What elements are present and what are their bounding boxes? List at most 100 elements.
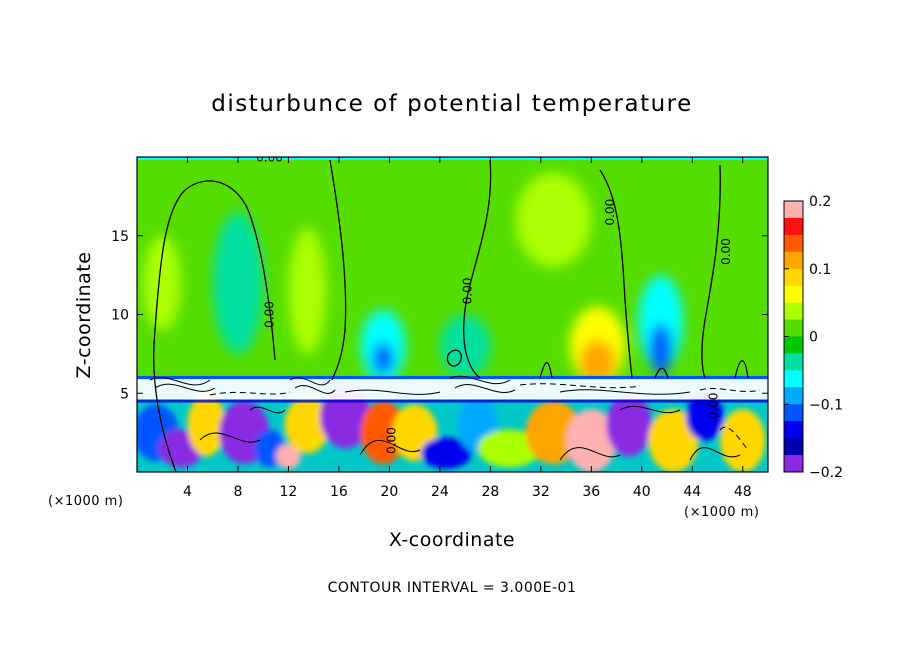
contour-line <box>654 367 669 379</box>
contour-line <box>249 406 286 414</box>
colorbar-swatch <box>784 251 803 270</box>
field-blob <box>372 342 394 375</box>
plot-area: 0.00 0.00 0.00 0.00 0.00 0.00 0.00 <box>137 151 768 472</box>
lower-field-blob <box>720 409 766 472</box>
colorbar-swatch <box>784 268 803 287</box>
lower-field-blob <box>420 437 472 469</box>
colorbar-swatch <box>784 336 803 354</box>
y-tick-label: 10 <box>111 308 129 324</box>
contour-label: 0.00 <box>256 151 283 165</box>
chart-title: disturbunce of potential temperature <box>211 91 693 117</box>
contour-line <box>699 388 761 392</box>
contour-line <box>689 447 741 461</box>
colorbar-swatch <box>784 421 803 439</box>
contour-line <box>599 169 633 379</box>
y-tick-label: 15 <box>111 229 129 245</box>
contour-line <box>734 360 749 379</box>
contour-line <box>701 164 721 379</box>
lower-field-blob <box>187 393 226 457</box>
x-tick-label: 40 <box>633 484 651 500</box>
field-blob <box>638 275 684 370</box>
colorbar-swatch <box>784 370 803 388</box>
field-blob <box>288 227 327 354</box>
y-unit-label: (×1000 m) <box>48 494 123 509</box>
negative-contours <box>209 383 761 451</box>
colorbar-swatch <box>784 302 803 321</box>
x-tick-label: 8 <box>233 484 242 500</box>
field-blob <box>579 339 616 384</box>
lower-field-blob <box>566 409 617 472</box>
field-blob <box>649 323 673 375</box>
contour-label: 0.00 <box>719 238 733 265</box>
x-tick-label: 16 <box>330 484 348 500</box>
contour-line <box>294 385 336 394</box>
contour-label: 0.00 <box>385 427 399 454</box>
contour-line <box>154 383 216 392</box>
contour-interval-note: CONTOUR INTERVAL = 3.000E-01 <box>328 580 577 596</box>
contour-line <box>559 389 691 395</box>
contour-label: 0.00 <box>262 301 276 328</box>
lower-contours <box>149 375 741 461</box>
x-tick-label: 12 <box>280 484 298 500</box>
x-axis-label: X-coordinate <box>389 529 515 551</box>
contour-line <box>449 375 511 385</box>
contour-line <box>519 383 641 389</box>
colorbar-swatch <box>784 387 803 405</box>
top-boundary-strip <box>137 157 768 160</box>
x-tick-label: 32 <box>532 484 550 500</box>
colorbar-swatch <box>784 438 803 456</box>
contour-line <box>619 405 681 414</box>
colorbar-tick-label: −0.1 <box>809 397 843 413</box>
field-blob <box>212 212 264 354</box>
lower-field-blob <box>606 393 652 457</box>
colorbar-swatch <box>784 404 803 422</box>
contour-line <box>454 384 516 393</box>
colorbar-tick-label: 0.1 <box>809 262 831 278</box>
x-tick-label: 28 <box>481 484 499 500</box>
colorbar-swatch <box>784 285 803 304</box>
x-unit-label: (×1000 m) <box>684 505 759 520</box>
lower-field-blob <box>360 401 406 465</box>
contour-line <box>199 432 261 443</box>
x-tick-label: 24 <box>431 484 449 500</box>
contour-label: 0.00 <box>707 392 721 419</box>
contour-line <box>719 427 749 451</box>
y-tick-label: 5 <box>120 386 129 402</box>
contour-line <box>559 447 621 461</box>
field-blob <box>143 235 182 331</box>
x-tick-label: 36 <box>582 484 600 500</box>
contour-line <box>209 391 291 396</box>
contour-line <box>359 440 421 456</box>
lower-field-blob <box>284 396 331 454</box>
inversion-band <box>137 379 768 400</box>
x-tick-label: 44 <box>683 484 701 500</box>
contour-line <box>539 361 553 379</box>
colorbar-tick-label: 0.2 <box>809 194 831 210</box>
x-tick-label: 48 <box>734 484 752 500</box>
contour-line <box>463 159 492 379</box>
inversion-lower-edge <box>137 399 768 403</box>
contour-line <box>153 180 276 472</box>
colorbar-swatch <box>784 353 803 371</box>
colorbar-swatch <box>784 201 803 219</box>
colorbar-swatch <box>784 319 803 337</box>
lower-field-blob <box>685 393 724 441</box>
contour-line <box>446 349 462 367</box>
contour-line <box>344 389 441 395</box>
contour-label: 0.00 <box>603 199 617 226</box>
colorbar-tick-label: −0.2 <box>809 465 843 481</box>
colorbar-swatch <box>784 217 803 236</box>
colorbar-swatch <box>784 455 803 473</box>
x-tick-label: 20 <box>380 484 398 500</box>
field-blob <box>515 172 592 268</box>
inversion-edge <box>137 375 768 380</box>
y-axis-label: Z-coordinate <box>73 252 95 379</box>
contour-line <box>289 377 331 386</box>
lower-field-blob <box>648 409 699 472</box>
contour-line <box>329 159 347 381</box>
lower-field-blob <box>477 429 541 468</box>
colorbar-swatch <box>784 234 803 253</box>
contour-line <box>149 377 211 386</box>
x-tick-label: 4 <box>183 484 192 500</box>
